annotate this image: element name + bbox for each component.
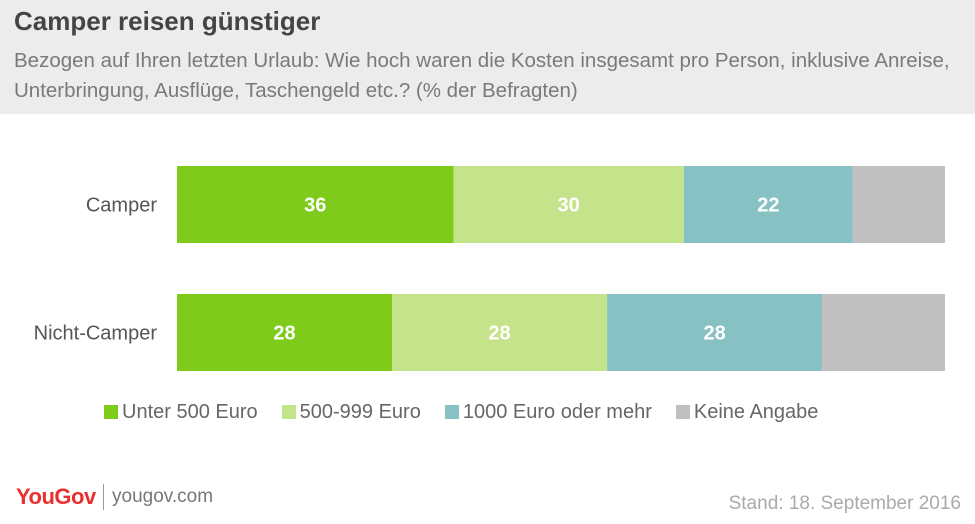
bar-segment (177, 166, 454, 243)
bar-segment (453, 166, 684, 243)
footer-url: yougov.com (112, 486, 214, 507)
legend-item: 1000 Euro oder mehr (444, 400, 652, 424)
legend-label: 1000 Euro oder mehr (462, 400, 652, 423)
legend-label: 500-999 Euro (299, 400, 421, 423)
legend-swatch (281, 405, 296, 419)
data-label: 22 (757, 195, 779, 217)
bar-segment (177, 294, 393, 371)
data-label: 28 (488, 323, 510, 345)
category-label: Camper (86, 195, 157, 217)
data-label: 28 (703, 323, 725, 345)
data-label: 36 (304, 195, 326, 217)
bar-segment (852, 166, 945, 243)
chart-title: Camper reisen günstiger (14, 6, 321, 36)
category-label: Nicht-Camper (34, 323, 158, 345)
legend-item: 500-999 Euro (281, 400, 421, 424)
legend-item: Keine Angabe (675, 400, 819, 424)
footer-divider (103, 484, 104, 510)
footer-date: Stand: 18. September 2016 (728, 493, 961, 514)
legend-swatch (444, 405, 459, 419)
legend-swatch (675, 405, 690, 419)
legend-item: Unter 500 Euro (104, 401, 258, 424)
chart-subtitle: Bezogen auf Ihren letzten Urlaub: Wie ho… (14, 49, 950, 102)
legend: Unter 500 Euro 500-999 Euro 1000 Euro oder… (104, 399, 842, 425)
bar-segment (822, 294, 945, 371)
yougov-logo: YouGov (16, 484, 96, 509)
header: Camper reisen günstiger Bezogen auf Ihre… (0, 0, 975, 114)
bar-segment (683, 166, 853, 243)
bar-segment (607, 294, 823, 371)
legend-label: Keine Angabe (693, 400, 819, 423)
bar-segment (392, 294, 608, 371)
stacked-bar-chart: Camper 36 30 22 Nicht-Camper 28 28 28 (34, 166, 945, 371)
legend-label: Unter 500 Euro (122, 400, 258, 423)
data-label: 30 (558, 195, 580, 217)
data-label: 28 (273, 323, 295, 345)
legend-swatch (104, 405, 118, 419)
